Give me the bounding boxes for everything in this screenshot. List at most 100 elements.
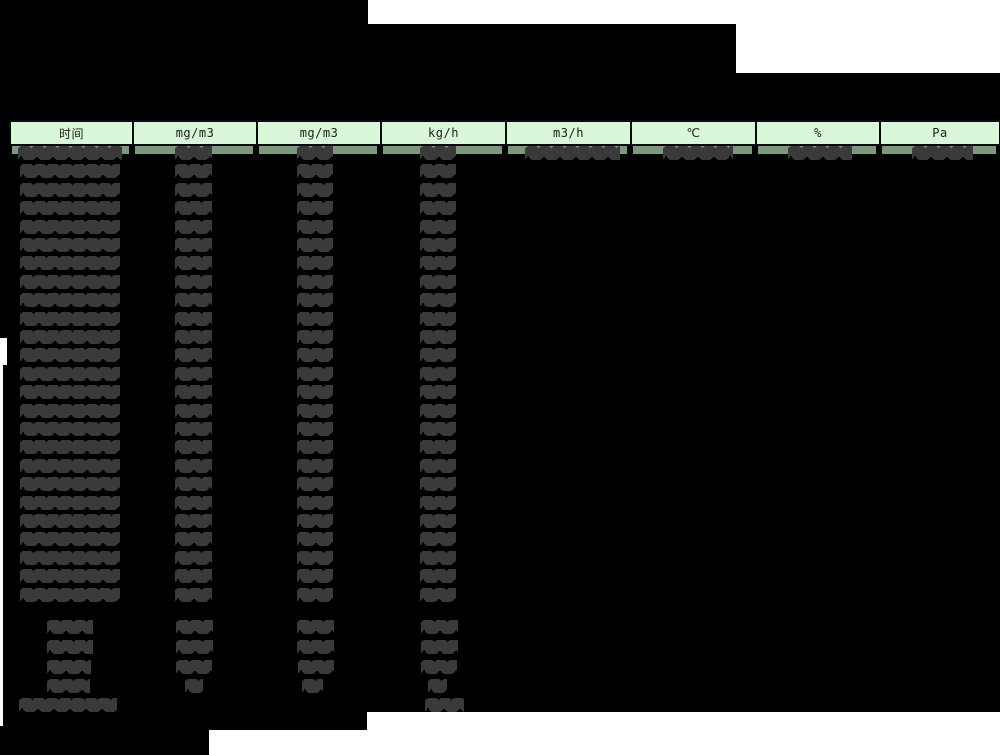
redacted-value-blob bbox=[425, 698, 464, 712]
background-white-patch-top-right bbox=[368, 0, 1000, 24]
background-white-notch-left bbox=[0, 338, 7, 365]
redacted-value-blob bbox=[420, 238, 456, 252]
redacted-value-blob bbox=[175, 311, 212, 326]
redacted-value-blob bbox=[20, 366, 120, 381]
redacted-value-blob bbox=[420, 182, 456, 197]
redacted-value-blob bbox=[20, 495, 120, 510]
redacted-value-blob bbox=[297, 385, 333, 400]
redacted-value-blob bbox=[428, 679, 447, 693]
redacted-value-blob bbox=[297, 238, 333, 252]
redacted-value-blob bbox=[297, 164, 333, 179]
redacted-value-blob bbox=[297, 514, 333, 528]
redacted-value-blob bbox=[175, 403, 212, 418]
redacted-value-blob bbox=[20, 403, 120, 418]
redacted-value-blob bbox=[420, 311, 456, 326]
redacted-value-blob bbox=[175, 366, 212, 381]
redacted-value-blob bbox=[175, 293, 212, 308]
redacted-value-blob bbox=[176, 660, 212, 674]
redacted-value-blob bbox=[20, 293, 120, 308]
redacted-value-blob bbox=[175, 587, 212, 602]
column-header-celsius: ℃ bbox=[630, 120, 757, 146]
redacted-value-blob bbox=[420, 495, 456, 510]
redacted-value-blob bbox=[297, 201, 333, 216]
redacted-value-blob bbox=[297, 330, 333, 344]
redacted-value-blob bbox=[420, 422, 456, 436]
redacted-value-blob bbox=[912, 146, 973, 160]
redacted-value-blob bbox=[420, 348, 456, 363]
column-header-kg-h: kg/h bbox=[380, 120, 507, 146]
redacted-value-blob bbox=[297, 495, 333, 510]
redacted-value-blob bbox=[297, 366, 333, 381]
redacted-value-blob bbox=[421, 660, 457, 674]
redacted-value-blob bbox=[297, 532, 333, 547]
redacted-value-blob bbox=[297, 256, 333, 271]
redacted-value-blob bbox=[175, 495, 212, 510]
column-header-time: 时间 bbox=[9, 120, 134, 146]
redacted-value-blob bbox=[20, 182, 120, 197]
redacted-value-blob bbox=[788, 146, 852, 160]
redacted-value-blob bbox=[420, 293, 456, 308]
redacted-value-blob bbox=[297, 274, 333, 289]
redacted-value-blob bbox=[20, 348, 120, 363]
redacted-value-blob bbox=[20, 219, 120, 234]
redacted-value-blob bbox=[176, 620, 213, 634]
redacted-value-blob bbox=[420, 274, 456, 289]
redacted-value-blob bbox=[175, 440, 212, 455]
redacted-value-blob bbox=[47, 640, 93, 654]
redacted-value-blob bbox=[175, 422, 212, 436]
redacted-value-blob bbox=[175, 330, 212, 344]
background-white-patch-bottom-right-step bbox=[209, 730, 1000, 755]
redacted-value-blob bbox=[297, 640, 334, 654]
redacted-value-blob bbox=[297, 458, 333, 473]
redacted-value-blob bbox=[297, 422, 333, 436]
redacted-value-blob bbox=[175, 348, 212, 363]
redacted-value-blob bbox=[175, 182, 212, 197]
column-header-mg-m3-2: mg/m3 bbox=[256, 120, 382, 146]
redacted-value-blob bbox=[18, 146, 122, 160]
redacted-value-blob bbox=[175, 274, 212, 289]
redacted-value-blob bbox=[420, 440, 456, 455]
redacted-value-blob bbox=[297, 348, 333, 363]
column-header-m3-h: m3/h bbox=[505, 120, 632, 146]
column-header-percent: % bbox=[755, 120, 881, 146]
redacted-value-blob bbox=[297, 182, 333, 197]
redacted-value-blob bbox=[20, 569, 120, 584]
redacted-value-blob bbox=[20, 440, 120, 455]
redacted-value-blob bbox=[297, 219, 333, 234]
redacted-value-blob bbox=[47, 620, 93, 634]
redacted-value-blob bbox=[420, 146, 456, 160]
redacted-value-blob bbox=[20, 385, 120, 400]
redacted-value-blob bbox=[420, 256, 456, 271]
redacted-value-blob bbox=[297, 550, 333, 565]
redacted-value-blob bbox=[175, 201, 212, 216]
redacted-value-blob bbox=[420, 550, 456, 565]
redacted-value-blob bbox=[525, 146, 620, 160]
redacted-value-blob bbox=[20, 201, 120, 216]
redacted-value-blob bbox=[176, 640, 213, 654]
column-header-mg-m3-1: mg/m3 bbox=[132, 120, 258, 146]
redacted-value-blob bbox=[47, 679, 90, 693]
redacted-value-blob bbox=[175, 146, 212, 160]
redacted-value-blob bbox=[175, 385, 212, 400]
redacted-value-blob bbox=[420, 403, 456, 418]
redacted-value-blob bbox=[185, 679, 203, 693]
background-white-strip-left bbox=[0, 365, 3, 726]
redacted-value-blob bbox=[420, 587, 456, 602]
redacted-value-blob bbox=[297, 293, 333, 308]
redacted-value-blob bbox=[175, 532, 212, 547]
redacted-value-blob bbox=[297, 146, 333, 160]
redacted-value-blob bbox=[420, 201, 456, 216]
redacted-value-blob bbox=[20, 514, 120, 528]
redacted-value-blob bbox=[420, 569, 456, 584]
redacted-value-blob bbox=[175, 219, 212, 234]
redacted-value-blob bbox=[420, 458, 456, 473]
redacted-value-blob bbox=[20, 477, 120, 492]
redacted-value-blob bbox=[420, 164, 456, 179]
redacted-value-blob bbox=[663, 146, 733, 160]
redacted-value-blob bbox=[20, 458, 120, 473]
redacted-value-blob bbox=[20, 256, 120, 271]
redacted-value-blob bbox=[297, 440, 333, 455]
redacted-value-blob bbox=[302, 679, 323, 693]
redacted-value-blob bbox=[20, 164, 120, 179]
